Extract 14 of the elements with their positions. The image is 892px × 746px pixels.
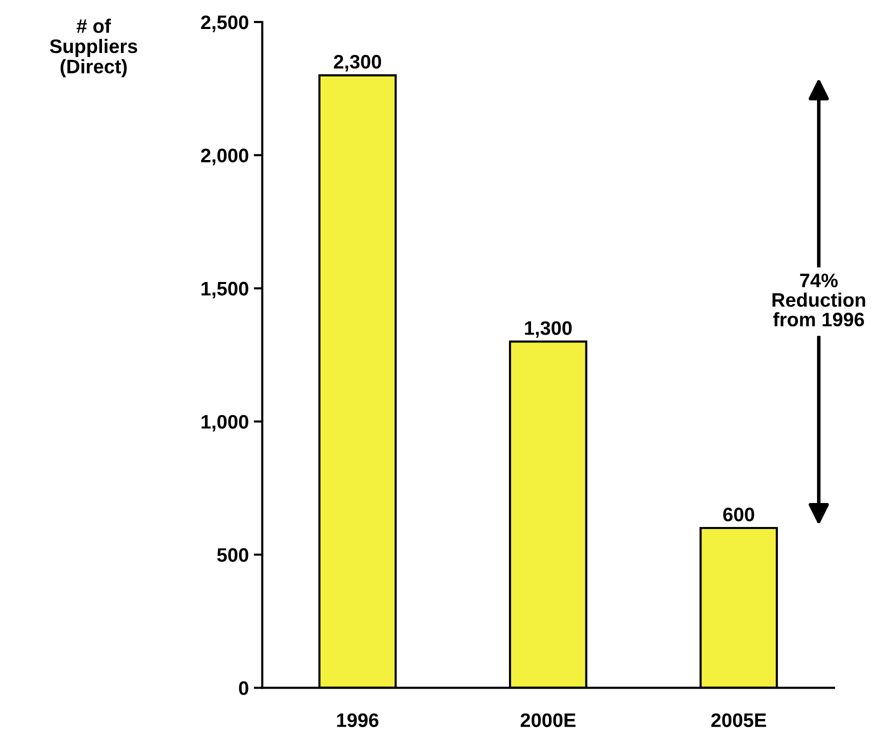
y-tick-label: 0 xyxy=(239,681,248,696)
x-tick-label: 2005E xyxy=(711,713,766,728)
x-tick-label: 1996 xyxy=(337,713,378,728)
data-label: 2,300 xyxy=(334,54,382,72)
y-tick-label: 2,000 xyxy=(201,148,248,166)
y-tick-label: 500 xyxy=(217,548,248,562)
y-tick-label: 1,500 xyxy=(202,282,248,298)
data-label: 600 xyxy=(723,508,754,522)
y-tick-label: 1,000 xyxy=(202,414,248,432)
data-label: 1,300 xyxy=(525,321,572,338)
annotation: 74% Reduction from 1996 xyxy=(772,274,866,326)
x-tick-label: 2000E xyxy=(520,713,576,728)
y-axis-title: # of Suppliers (Direct) xyxy=(50,18,138,78)
y-tick-label: 2,500 xyxy=(201,15,248,32)
